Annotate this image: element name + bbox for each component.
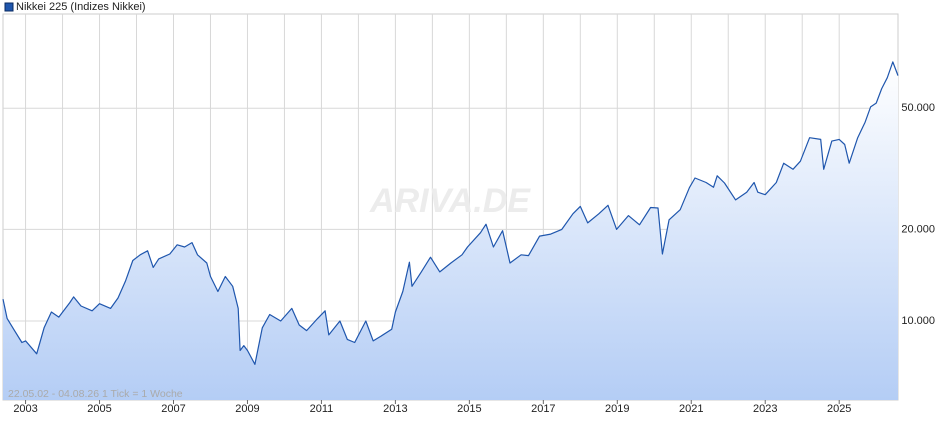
x-tick-label: 2003 <box>13 403 37 415</box>
legend-swatch <box>4 2 14 12</box>
footnote: 22.05.02 - 04.08.26 1 Tick = 1 Woche <box>8 388 183 400</box>
x-tick-label: 2013 <box>383 403 407 415</box>
x-tick-label: 2007 <box>161 403 185 415</box>
x-tick-label: 2015 <box>457 403 481 415</box>
legend-label: Nikkei 225 (Indizes Nikkei) <box>16 1 146 13</box>
x-tick-label: 2011 <box>310 403 334 415</box>
x-tick-label: 2017 <box>531 403 555 415</box>
y-tick-label: 10.000 <box>901 315 935 327</box>
y-tick-label: 20.000 <box>901 223 935 235</box>
x-tick-label: 2023 <box>753 403 777 415</box>
x-tick-label: 2021 <box>679 403 703 415</box>
x-tick-label: 2009 <box>235 403 259 415</box>
y-tick-label: 50.000 <box>901 102 935 114</box>
area-fill <box>3 61 898 401</box>
watermark: ARIVA.DE <box>369 182 531 220</box>
price-line <box>2 61 899 365</box>
x-tick-label: 2025 <box>827 403 851 415</box>
x-tick-label: 2019 <box>605 403 629 415</box>
x-tick-label: 2005 <box>87 403 111 415</box>
